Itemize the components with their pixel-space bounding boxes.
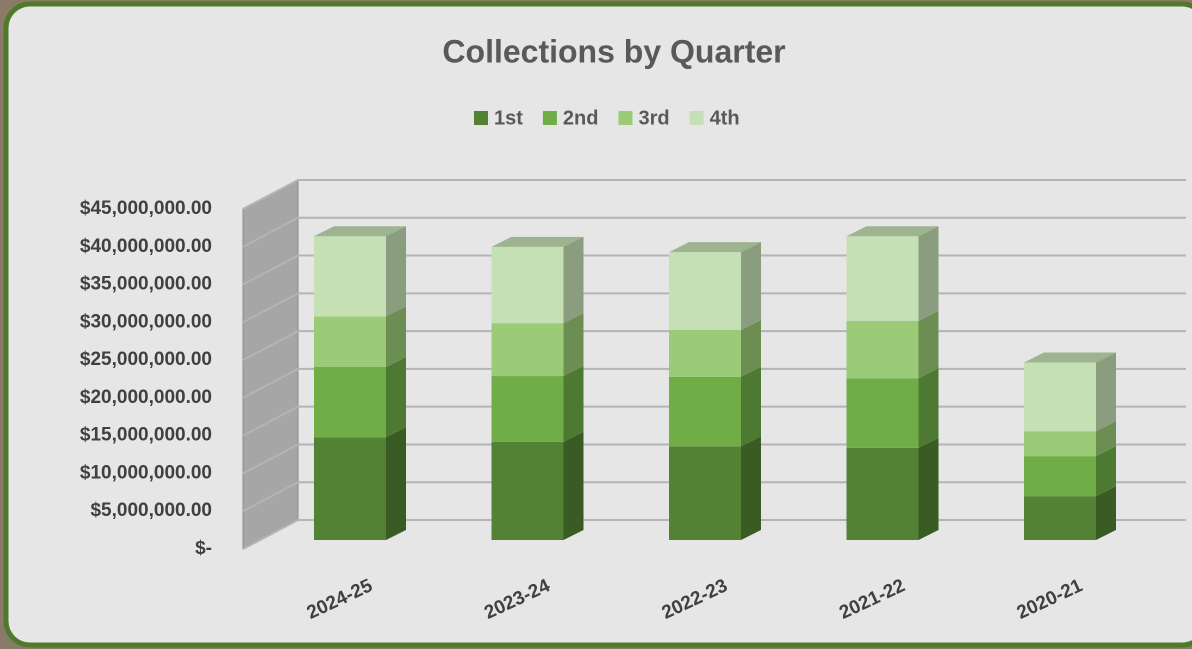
bar (492, 376, 564, 442)
bar (847, 448, 919, 540)
bar-side (919, 226, 939, 321)
bar-side (741, 367, 761, 447)
bar-side (386, 357, 406, 437)
legend-label: 1st (494, 107, 523, 129)
bar (314, 316, 386, 367)
y-tick-label: $25,000,000.00 (80, 349, 212, 370)
bar (847, 321, 919, 378)
bar-side (386, 306, 406, 367)
bar (314, 437, 386, 540)
y-tick-label: $15,000,000.00 (80, 425, 212, 446)
chart-title: Collections by Quarter (442, 33, 785, 69)
y-tick-label: $30,000,000.00 (80, 311, 212, 332)
chart: Collections by Quarter $- $5,000,000.00 $1… (0, 0, 1192, 649)
bar-side (741, 320, 761, 377)
bar (314, 236, 386, 316)
legend-label: 4th (710, 107, 740, 129)
bar (847, 236, 919, 321)
bar-side (919, 368, 939, 448)
bar (669, 252, 741, 330)
bar (1024, 431, 1096, 456)
bar (492, 323, 564, 376)
y-tick-label: $45,000,000.00 (80, 198, 212, 219)
bar (314, 367, 386, 437)
bar (1024, 362, 1096, 431)
bar-side (386, 226, 406, 316)
legend-swatch (618, 111, 632, 125)
legend-swatch (543, 111, 557, 125)
bar (669, 330, 741, 377)
bar-side (919, 311, 939, 378)
bar-side (741, 436, 761, 540)
bar-side (919, 438, 939, 540)
page: Collections by Quarter $- $5,000,000.00 $1… (0, 0, 1192, 649)
side-wall (243, 180, 298, 549)
bar (669, 446, 741, 540)
legend-swatch (474, 111, 488, 125)
y-tick-label: $5,000,000.00 (90, 500, 212, 521)
bar-side (564, 237, 584, 323)
legend-label: 2nd (563, 107, 599, 129)
y-tick-label: $35,000,000.00 (80, 274, 212, 295)
bar-side (564, 313, 584, 376)
bar (1024, 456, 1096, 496)
bar (847, 378, 919, 448)
bar-side (564, 432, 584, 540)
bar (1024, 496, 1096, 540)
bar (669, 377, 741, 447)
y-tick-label: $20,000,000.00 (80, 387, 212, 408)
bar (492, 442, 564, 540)
legend-label: 3rd (638, 107, 669, 129)
bar (492, 247, 564, 323)
y-tick-label: $10,000,000.00 (80, 462, 212, 483)
y-tick-label: $- (195, 538, 212, 559)
legend-swatch (690, 111, 704, 125)
bar-side (564, 366, 584, 442)
y-tick-label: $40,000,000.00 (80, 236, 212, 257)
bar-side (386, 427, 406, 540)
bar-side (1096, 352, 1116, 431)
bar-side (741, 242, 761, 330)
